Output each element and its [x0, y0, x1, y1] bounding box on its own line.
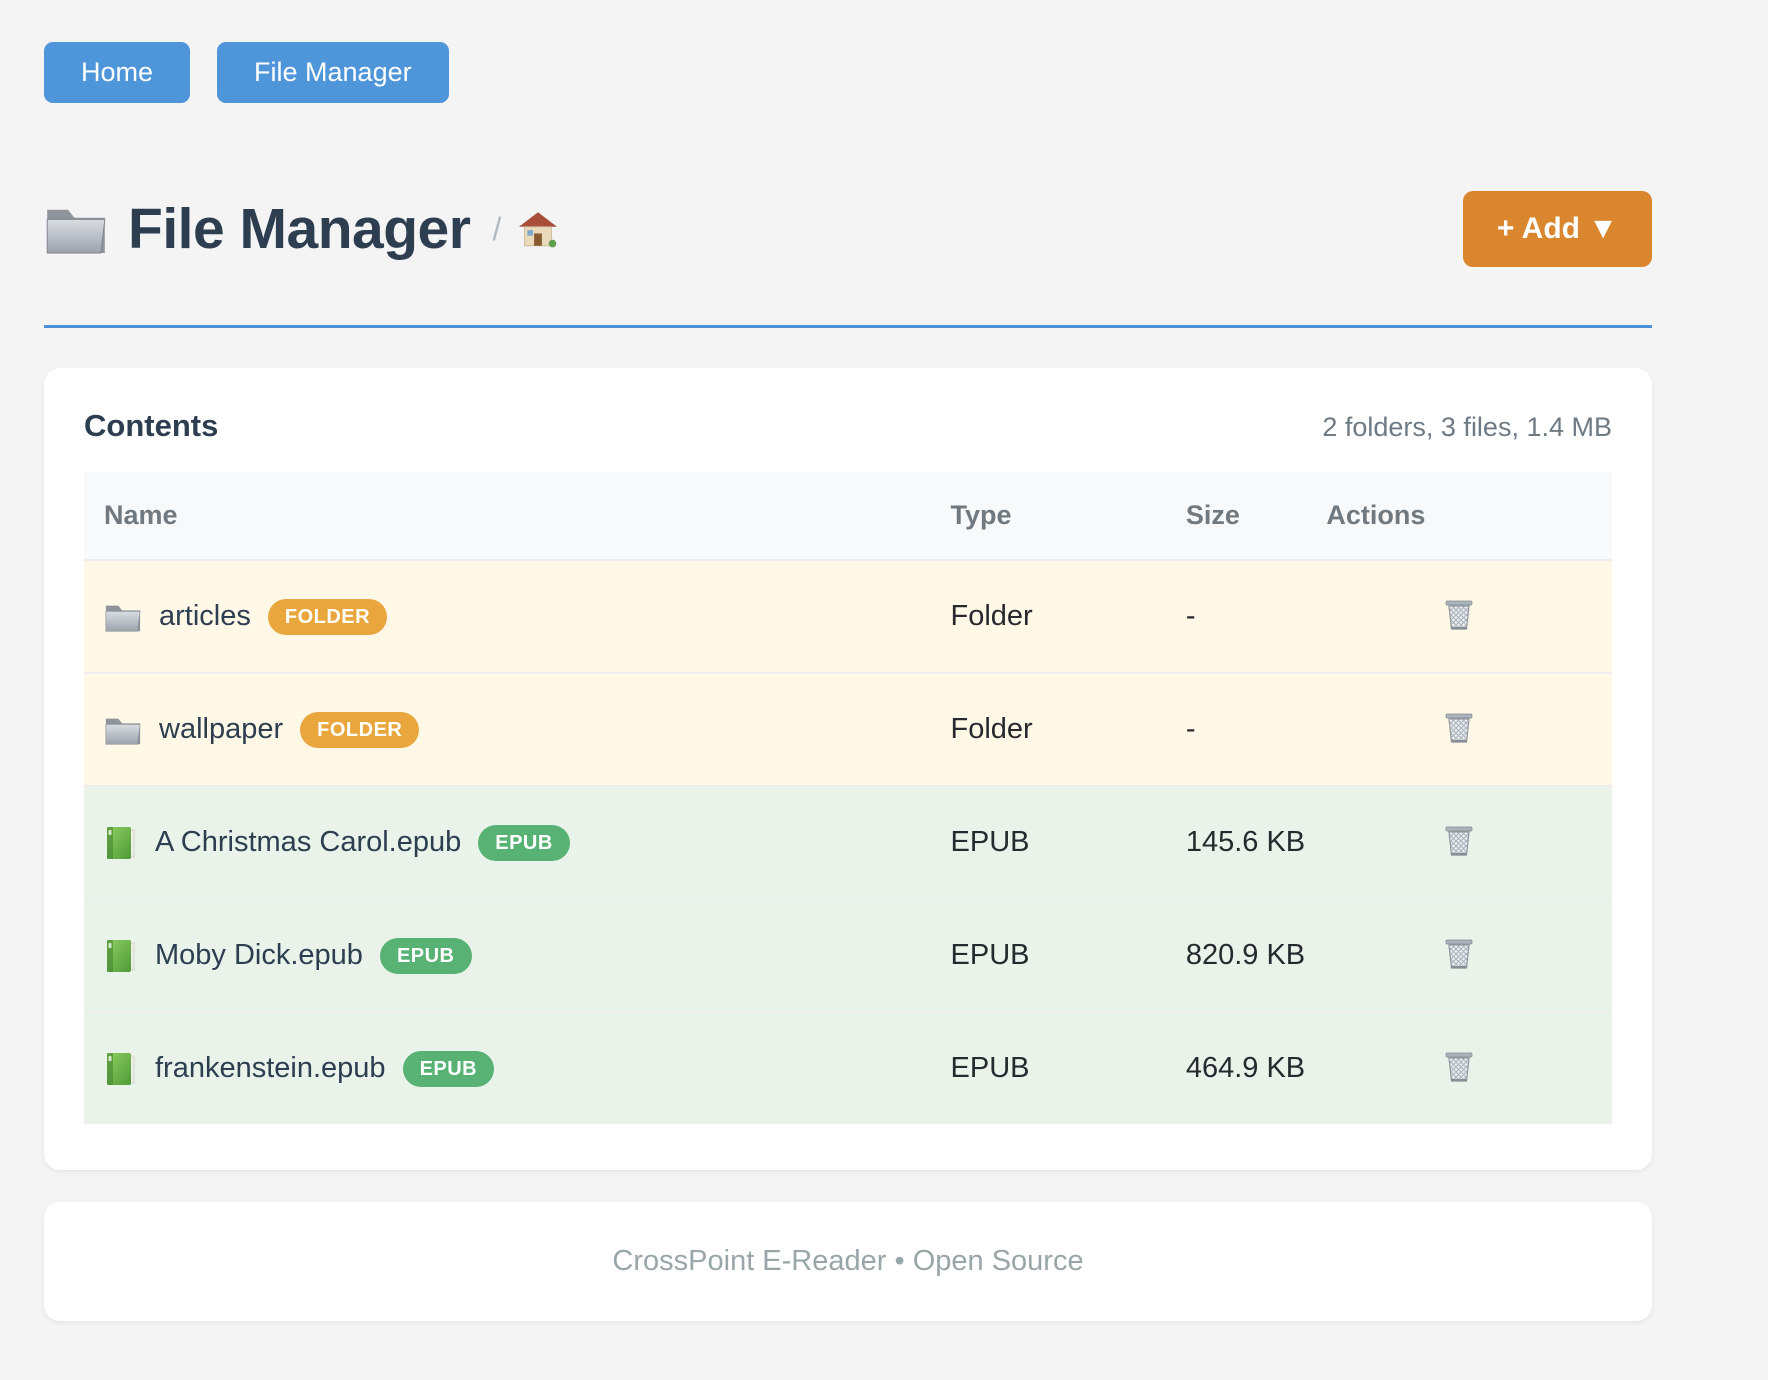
file-type: EPUB — [930, 785, 1166, 899]
book-icon — [104, 1050, 138, 1088]
breadcrumb-home-link[interactable] — [517, 210, 559, 248]
trash-icon — [1441, 595, 1477, 635]
nav-home-button[interactable]: Home — [44, 42, 191, 103]
book-icon — [104, 937, 138, 975]
file-type: EPUB — [930, 898, 1166, 1012]
file-name-link[interactable]: frankenstein.epub — [155, 1052, 386, 1084]
top-nav: Home File Manager — [44, 42, 1652, 103]
file-name-link[interactable]: wallpaper — [159, 713, 284, 745]
delete-button[interactable] — [1437, 817, 1481, 865]
table-row-wallpaper: wallpaper FOLDER Folder - — [84, 672, 1612, 786]
contents-heading: Contents — [84, 408, 219, 443]
page-title: File Manager — [128, 197, 471, 261]
folder-icon — [104, 713, 142, 747]
delete-button[interactable] — [1437, 591, 1481, 639]
title-divider — [44, 325, 1652, 328]
table-row-christmas-carol: A Christmas Carol.epub EPUB EPUB 145.6 K… — [84, 785, 1612, 899]
trash-icon — [1441, 821, 1477, 861]
contents-card: Contents 2 folders, 3 files, 1.4 MB Name… — [44, 368, 1652, 1170]
column-header-type: Type — [930, 472, 1166, 560]
files-table: Name Type Size Actions articles FOLDER — [84, 472, 1612, 1124]
footer: CrossPoint E-Reader • Open Source — [44, 1202, 1652, 1321]
file-size: 464.9 KB — [1165, 1011, 1307, 1124]
book-icon — [104, 824, 138, 862]
file-size: - — [1165, 672, 1307, 786]
trash-icon — [1441, 934, 1477, 974]
table-row-articles: articles FOLDER Folder - — [84, 559, 1612, 673]
column-header-actions: Actions — [1306, 472, 1612, 560]
file-type: EPUB — [930, 1011, 1166, 1124]
file-size: 820.9 KB — [1165, 898, 1307, 1012]
nav-file-manager-button[interactable]: File Manager — [217, 42, 449, 103]
delete-button[interactable] — [1437, 930, 1481, 978]
file-type: Folder — [930, 672, 1166, 786]
file-name-link[interactable]: Moby Dick.epub — [155, 939, 363, 971]
page-header: File Manager / + Add ▼ — [44, 191, 1652, 267]
trash-icon — [1441, 708, 1477, 748]
page-root: Home File Manager File Manager / + Add ▼… — [44, 42, 1652, 1321]
folder-icon — [44, 201, 108, 257]
folder-badge: FOLDER — [300, 711, 420, 748]
breadcrumb-separator: / — [492, 210, 502, 247]
file-name-link[interactable]: articles — [159, 600, 251, 632]
file-size: 145.6 KB — [1165, 785, 1307, 899]
column-header-size: Size — [1165, 472, 1307, 560]
home-icon — [517, 210, 559, 248]
delete-button[interactable] — [1437, 704, 1481, 752]
add-button[interactable]: + Add ▼ — [1462, 191, 1652, 267]
folder-icon — [104, 600, 142, 634]
contents-summary: 2 folders, 3 files, 1.4 MB — [1322, 412, 1612, 442]
file-size: - — [1165, 559, 1307, 673]
epub-badge: EPUB — [478, 824, 570, 861]
epub-badge: EPUB — [379, 937, 472, 974]
epub-badge: EPUB — [402, 1050, 495, 1087]
footer-text: CrossPoint E-Reader • Open Source — [612, 1245, 1084, 1277]
table-header-row: Name Type Size Actions — [84, 472, 1612, 560]
file-type: Folder — [930, 559, 1166, 673]
column-header-name: Name — [84, 472, 931, 560]
table-row-frankenstein: frankenstein.epub EPUB EPUB 464.9 KB — [84, 1011, 1612, 1124]
contents-card-header: Contents 2 folders, 3 files, 1.4 MB — [84, 408, 1612, 444]
file-name-link[interactable]: A Christmas Carol.epub — [155, 826, 462, 858]
delete-button[interactable] — [1437, 1043, 1481, 1091]
trash-icon — [1441, 1047, 1477, 1087]
folder-badge: FOLDER — [267, 598, 388, 635]
table-row-moby-dick: Moby Dick.epub EPUB EPUB 820.9 KB — [84, 898, 1612, 1012]
